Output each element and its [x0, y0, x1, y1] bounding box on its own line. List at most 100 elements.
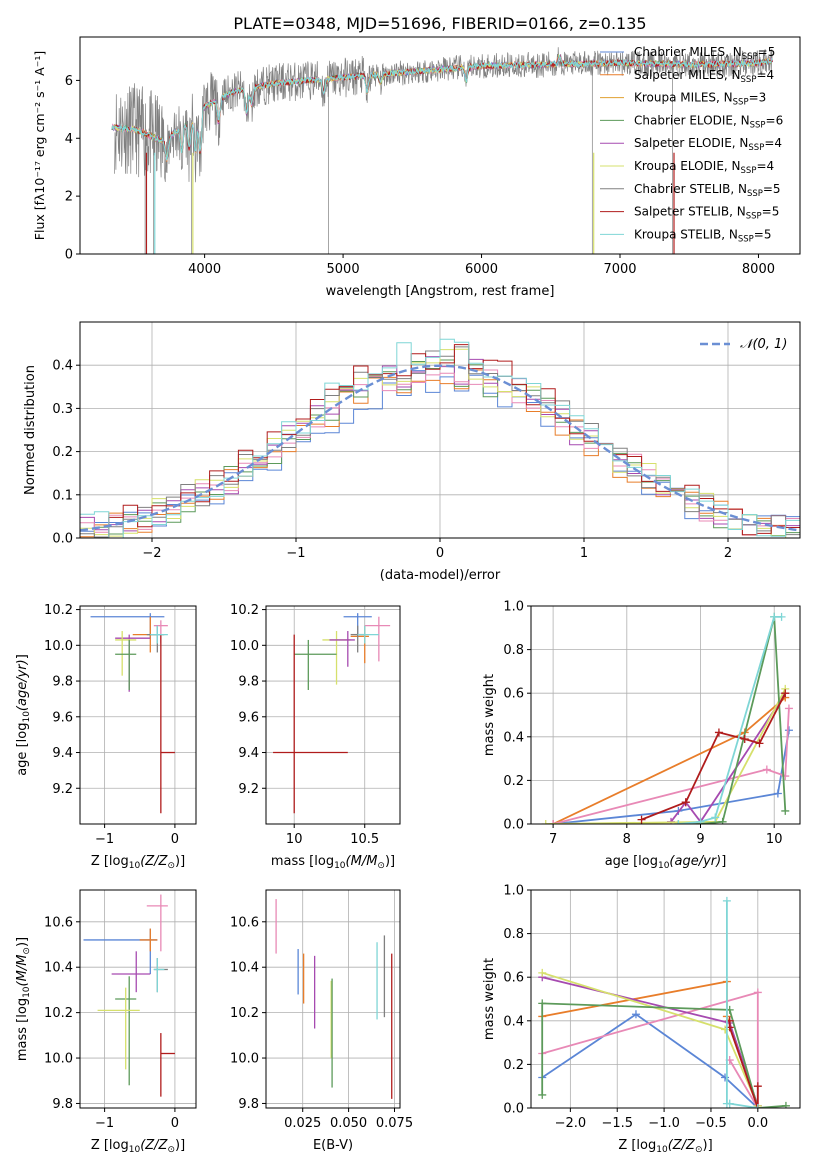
y-tick-label: 4	[65, 132, 73, 147]
y-tick-label: 0.0	[52, 532, 73, 547]
legend-sub: SSP	[747, 189, 763, 199]
y-tick-label: 10.6	[230, 915, 259, 930]
weight-point-marker	[637, 815, 646, 824]
y-tick-label: 9.6	[238, 710, 259, 725]
label-sub: ⊙	[167, 861, 175, 871]
y-tick-label: 9.4	[52, 746, 73, 761]
x-axis-label: mass [log10(M/M⊙)]	[271, 854, 395, 871]
figure-title: PLATE=0348, MJD=51696, FIBERID=0166, z=0…	[233, 14, 646, 33]
y-axis-label: age [log10(age/yr)]	[15, 654, 32, 776]
x-tick-label: 10	[286, 832, 303, 847]
y-axis-label: mass weight	[482, 674, 497, 756]
weight_vs_Z-axes: −2.0 −1.5 −1.0 −0.5 0.0 0.0 0.2 0.4 0.6 0.8 1.0 mas…	[482, 884, 801, 1155]
weight-point-marker	[777, 612, 786, 621]
y-tick-label: 10.2	[230, 1006, 259, 1021]
weight-point-marker	[549, 820, 558, 824]
x-tick-label: −1	[286, 546, 305, 561]
weight-point-marker	[781, 689, 790, 698]
weight-point-marker	[674, 820, 683, 824]
legend-part: Salpeter STELIB, N	[634, 205, 746, 219]
legend-label: Kroupa ELODIE, NSSP=4	[634, 159, 774, 176]
legend-part: Kroupa MILES, N	[634, 91, 733, 105]
weight-series-line	[541, 1013, 759, 1108]
y-tick-label: 0.2	[503, 1058, 524, 1073]
x-tick-label: 8000	[742, 262, 775, 277]
label-part: )]	[703, 1138, 713, 1153]
y-tick-label: 0.3	[52, 402, 73, 417]
legend-part: =4	[756, 159, 774, 173]
legend-label: Kroupa MILES, NSSP=3	[634, 91, 766, 108]
histogram-salp_stelib	[80, 344, 800, 538]
label-part: mass [log	[271, 854, 334, 869]
y-tick-label: 10.0	[230, 639, 259, 654]
y-axis-label: Normed distribution	[23, 365, 38, 495]
legend-part: Salpeter MILES, N	[634, 68, 741, 82]
y-tick-label: 10.4	[230, 961, 259, 976]
label-part: wavelength [Angstrom, rest frame]	[326, 284, 555, 299]
y-axis-label: mass [log10(M/M⊙)]	[15, 937, 32, 1061]
y-tick-label: 1.0	[503, 600, 524, 615]
x-axis-label: wavelength [Angstrom, rest frame]	[326, 284, 555, 299]
weight-series-line	[641, 692, 787, 821]
label-sub: ⊙	[377, 861, 385, 871]
legend-part: Chabrier STELIB, N	[634, 182, 747, 196]
label-part: )]	[385, 854, 395, 869]
label-sub: 10	[129, 861, 141, 871]
axes-frame	[265, 605, 401, 825]
axes-frame	[79, 321, 801, 539]
y-tick-label: 0.4	[503, 730, 524, 745]
legend-label: Kroupa STELIB, NSSP=5	[634, 227, 772, 244]
weight-point-marker	[753, 1104, 762, 1108]
weight-point-marker	[541, 820, 550, 824]
label-part: (data-model)/error	[380, 568, 501, 583]
legend-part: =6	[766, 113, 784, 127]
age_vs_Z-axes: −1 09.29.49.69.810.010.2Z [log10(Z/Z⊙)]ag…	[15, 603, 197, 871]
legend-part: Salpeter ELODIE, N	[634, 136, 748, 150]
weight-point-marker	[781, 806, 790, 815]
normal-curve	[79, 364, 801, 532]
y-tick-label: 9.6	[52, 710, 73, 725]
y-tick-label: 9.8	[238, 1097, 259, 1112]
axes-frame	[79, 36, 801, 255]
x-tick-label: 4000	[188, 262, 221, 277]
label-part: age [log	[605, 854, 658, 869]
label-part: )]	[15, 937, 30, 947]
label-sub: 10	[658, 861, 670, 871]
label-part: (M/M	[346, 854, 378, 869]
label-sub: ⊙	[695, 1145, 703, 1155]
label-part: Z [log	[91, 854, 129, 869]
legend-sub: SSP	[741, 75, 757, 85]
weight-point-marker	[538, 999, 547, 1008]
y-tick-label: 9.4	[238, 746, 259, 761]
label-part: (age/yr)	[15, 659, 30, 711]
y-tick-label: 10.0	[44, 1052, 73, 1067]
y-axis-label: mass weight	[482, 958, 497, 1040]
y-tick-label: 0.0	[503, 1102, 524, 1117]
axes-frame	[79, 889, 197, 1109]
spectrum-model-krou_stelib	[111, 54, 773, 161]
label-part: Z [log	[91, 1138, 129, 1153]
x-axis-label: E(B-V)	[313, 1138, 353, 1153]
legend-part: =4	[764, 136, 782, 150]
label-part: (Z/Z	[140, 1138, 168, 1153]
legend-sub: SSP	[748, 143, 764, 153]
x-tick-label: −1	[95, 832, 114, 847]
legend-sub: SSP	[738, 234, 754, 244]
x-tick-label: 2	[724, 546, 732, 561]
x-tick-label: 6000	[465, 262, 498, 277]
x-tick-label: 9	[696, 832, 704, 847]
weight-point-marker	[538, 968, 547, 977]
legend-label: 𝒩(0, 1)	[740, 337, 787, 352]
weight-point-marker	[781, 1101, 790, 1108]
y-tick-label: 1.0	[503, 884, 524, 899]
legend-part: Chabrier ELODIE, N	[634, 113, 750, 127]
y-tick-label: 0.2	[52, 445, 73, 460]
x-tick-label: −2.0	[555, 1116, 587, 1131]
y-tick-label: 0.6	[503, 971, 524, 986]
weight-series-line	[541, 991, 759, 1108]
x-tick-label: 0.050	[330, 1116, 367, 1131]
legend-part: Chabrier MILES, N	[634, 45, 742, 59]
weight-series-line	[553, 730, 790, 824]
weight-series-line	[726, 900, 758, 1108]
